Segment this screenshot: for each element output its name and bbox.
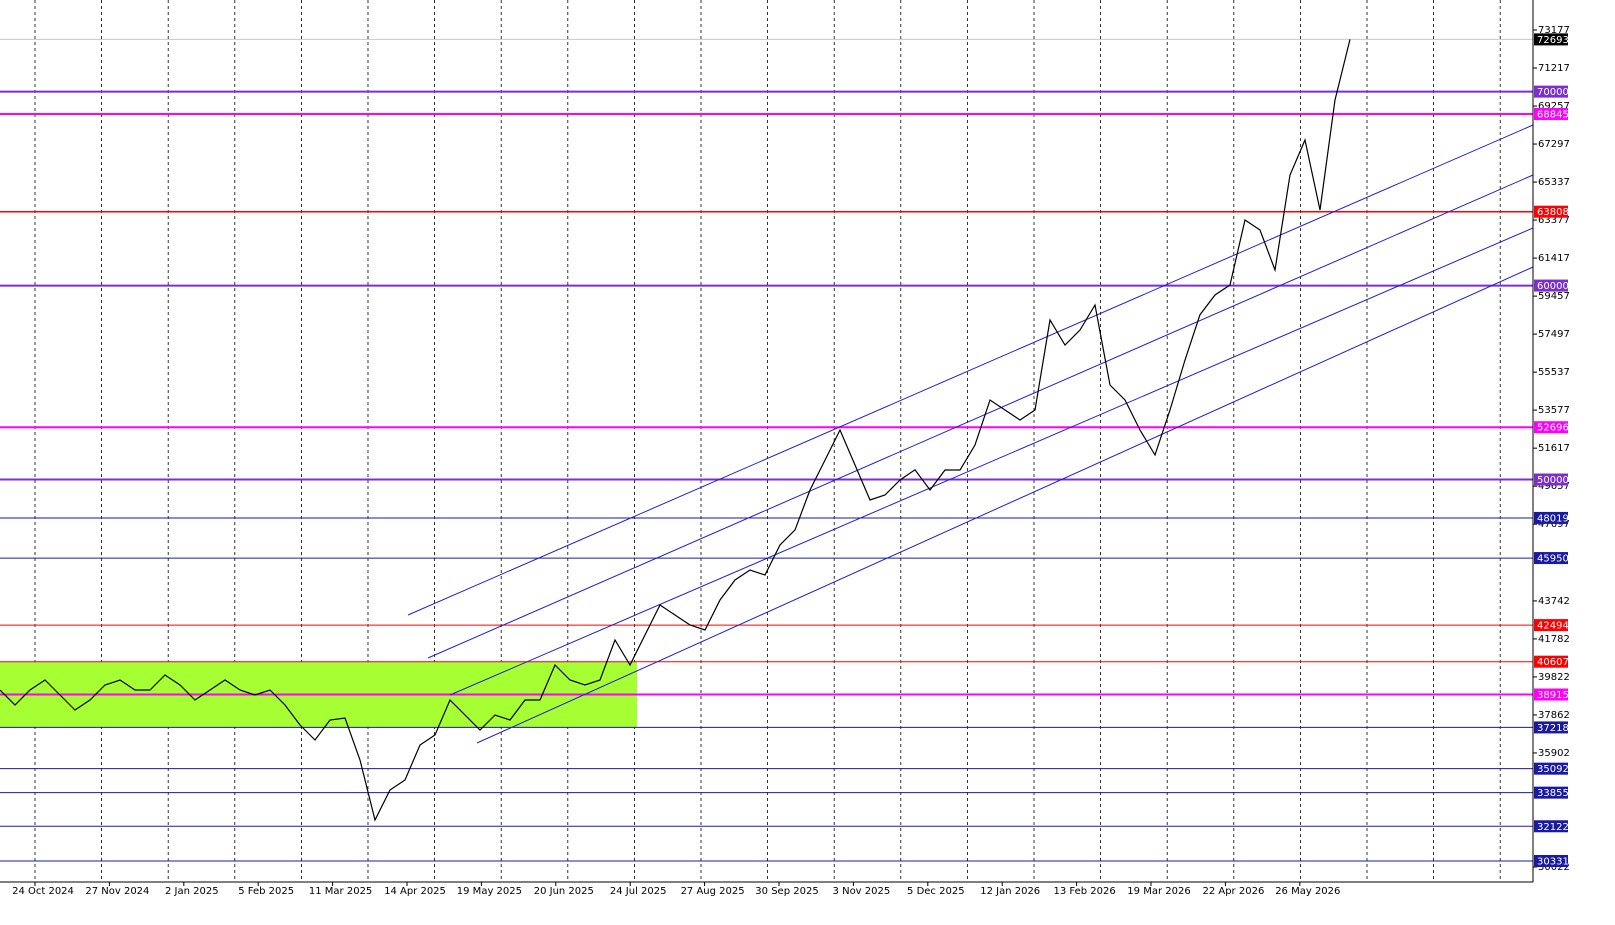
x-tick-label: 30 Sep 2025	[755, 886, 818, 897]
x-tick-label: 13 Feb 2026	[1053, 886, 1115, 897]
axis-layer: 73177 71217 69257 67297 65337 63377 61417 59457…	[12, 25, 1570, 897]
level-label-box	[1534, 762, 1568, 775]
x-tick-label: 26 May 2026	[1275, 886, 1340, 897]
level-label: 40607	[1537, 657, 1569, 668]
level-label-box	[1534, 619, 1568, 632]
y-tick-label: 71217	[1538, 63, 1570, 74]
level-label-box	[1534, 108, 1568, 121]
level-label-box	[1534, 854, 1568, 867]
level-label-box	[1534, 205, 1568, 218]
level-label: 38915	[1537, 690, 1569, 701]
x-tick-label: 19 May 2025	[457, 886, 522, 897]
channel-line	[476, 266, 1534, 744]
level-layer	[0, 38, 1533, 862]
channels	[407, 124, 1534, 744]
y-tick-label: 47697	[1538, 519, 1570, 530]
level-label-box	[1534, 721, 1568, 734]
level-label: 70000	[1537, 87, 1569, 98]
level-label: 35092	[1537, 764, 1569, 775]
y-tick-label: 65337	[1538, 177, 1570, 188]
level-label: 37218	[1537, 723, 1569, 734]
y-tick-label: 39822	[1538, 672, 1570, 683]
x-tick-label: 3 Nov 2025	[833, 886, 891, 897]
x-tick-label: 12 Jan 2026	[980, 886, 1040, 897]
y-tick-label: 69257	[1538, 101, 1570, 112]
x-tick-label: 19 Mar 2026	[1127, 886, 1190, 897]
level-label: 45950	[1537, 554, 1569, 565]
x-tick-label: 27 Nov 2024	[85, 886, 149, 897]
x-tick-label: 5 Feb 2025	[238, 886, 294, 897]
channel-line	[449, 227, 1534, 696]
y-tick-label: 61417	[1538, 253, 1570, 264]
level-label: 60000	[1537, 281, 1569, 292]
y-tick-label: 43742	[1538, 596, 1570, 607]
level-label: 72693	[1537, 35, 1569, 46]
level-label-box	[1534, 820, 1568, 833]
level-label-box	[1534, 85, 1568, 98]
y-tick-label: 57497	[1538, 329, 1570, 340]
y-tick-label: 49657	[1538, 481, 1570, 492]
x-tick-label: 14 Apr 2025	[384, 886, 446, 897]
level-label-box	[1534, 655, 1568, 668]
level-label: 33855	[1537, 788, 1569, 799]
level-label-box	[1534, 786, 1568, 799]
y-tick-label: 35902	[1538, 748, 1570, 759]
level-label: 68845	[1537, 110, 1569, 121]
level-label: 48019	[1537, 513, 1569, 524]
level-label: 42494	[1537, 621, 1569, 632]
y-tick-label: 73177	[1538, 25, 1570, 36]
level-label: 32122	[1537, 822, 1569, 833]
y-tick-label: 41782	[1538, 634, 1570, 645]
x-tick-label: 5 Dec 2025	[907, 886, 965, 897]
level-label-box	[1534, 33, 1568, 46]
level-label: 30331	[1537, 856, 1569, 867]
level-label-box	[1534, 421, 1568, 434]
level-label: 63808	[1537, 207, 1569, 218]
y-tick-label: 51617	[1538, 443, 1570, 454]
x-tick-label: 22 Apr 2026	[1202, 886, 1264, 897]
channel-line	[407, 124, 1534, 616]
x-tick-label: 2 Jan 2025	[165, 886, 219, 897]
price-line	[0, 39, 1351, 822]
y-tick-label: 59457	[1538, 291, 1570, 302]
level-label-box	[1534, 688, 1568, 701]
level-label: 50000	[1537, 475, 1569, 486]
y-tick-label: 53577	[1538, 405, 1570, 416]
y-tick-label: 37862	[1538, 710, 1570, 721]
level-label: 52696	[1537, 423, 1569, 434]
y-tick-label: 55537	[1538, 367, 1570, 378]
x-tick-label: 24 Oct 2024	[12, 886, 74, 897]
y-tick-label: 30022	[1538, 862, 1570, 873]
x-tick-label: 24 Jul 2025	[610, 886, 667, 897]
x-tick-label: 27 Aug 2025	[681, 886, 745, 897]
x-tick-label: 20 Jun 2025	[534, 886, 594, 897]
level-label-box	[1534, 511, 1568, 524]
y-tick-label: 63377	[1538, 215, 1570, 226]
level-label-box	[1534, 552, 1568, 565]
level-label-box	[1534, 473, 1568, 486]
x-tick-label: 11 Mar 2025	[309, 886, 372, 897]
channel-line	[427, 174, 1534, 659]
price-layer	[0, 39, 1351, 822]
level-label-box	[1534, 279, 1568, 292]
y-tick-label: 67297	[1538, 139, 1570, 150]
